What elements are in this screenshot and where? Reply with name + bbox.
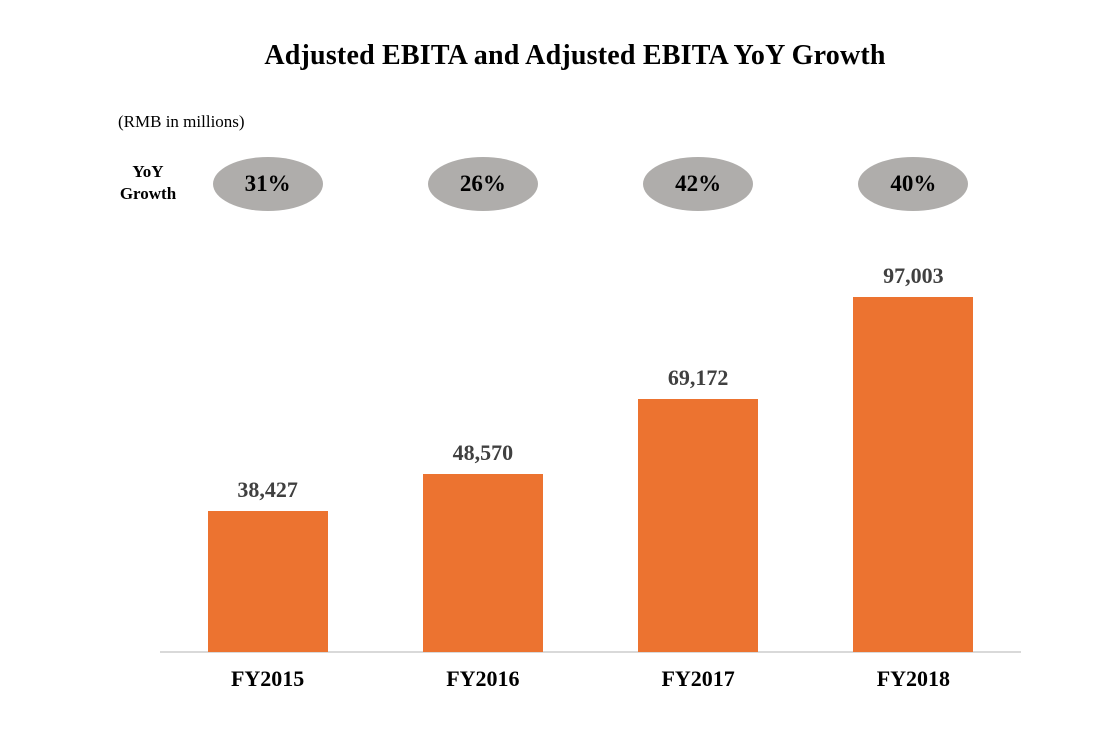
ebita-bar xyxy=(853,297,974,652)
x-axis-label: FY2018 xyxy=(876,666,951,691)
bar-value-label: 69,172 xyxy=(667,364,729,390)
x-axis-label: FY2016 xyxy=(446,666,520,691)
bar-value-label: 48,570 xyxy=(452,440,514,466)
yoy-growth-bubble: 31% xyxy=(212,157,323,211)
yoy-growth-bubble: 40% xyxy=(858,157,969,211)
x-axis-label: FY2015 xyxy=(230,666,305,691)
bar-value-label: 97,003 xyxy=(883,263,944,288)
x-axis-label: FY2017 xyxy=(661,666,735,691)
ebita-bar xyxy=(422,474,543,652)
bar-value-label: 38,427 xyxy=(237,477,298,503)
yoy-growth-value: 40% xyxy=(890,171,937,196)
chart-title: Adjusted EBITA and Adjusted EBITA YoY Gr… xyxy=(264,40,886,71)
yoy-growth-bubble: 42% xyxy=(643,157,754,211)
yoy-growth-value: 42% xyxy=(675,171,722,196)
ebita-bar xyxy=(207,511,328,652)
ebita-bar xyxy=(638,398,759,652)
yoy-growth-row-label: YoY Growth xyxy=(119,162,177,203)
yoy-growth-value: 31% xyxy=(244,171,291,196)
yoy-growth-bubble: 26% xyxy=(427,157,538,211)
x-axis-line xyxy=(160,651,1021,653)
units-note: (RMB in millions) xyxy=(118,112,245,131)
yoy-growth-value: 26% xyxy=(459,171,506,196)
